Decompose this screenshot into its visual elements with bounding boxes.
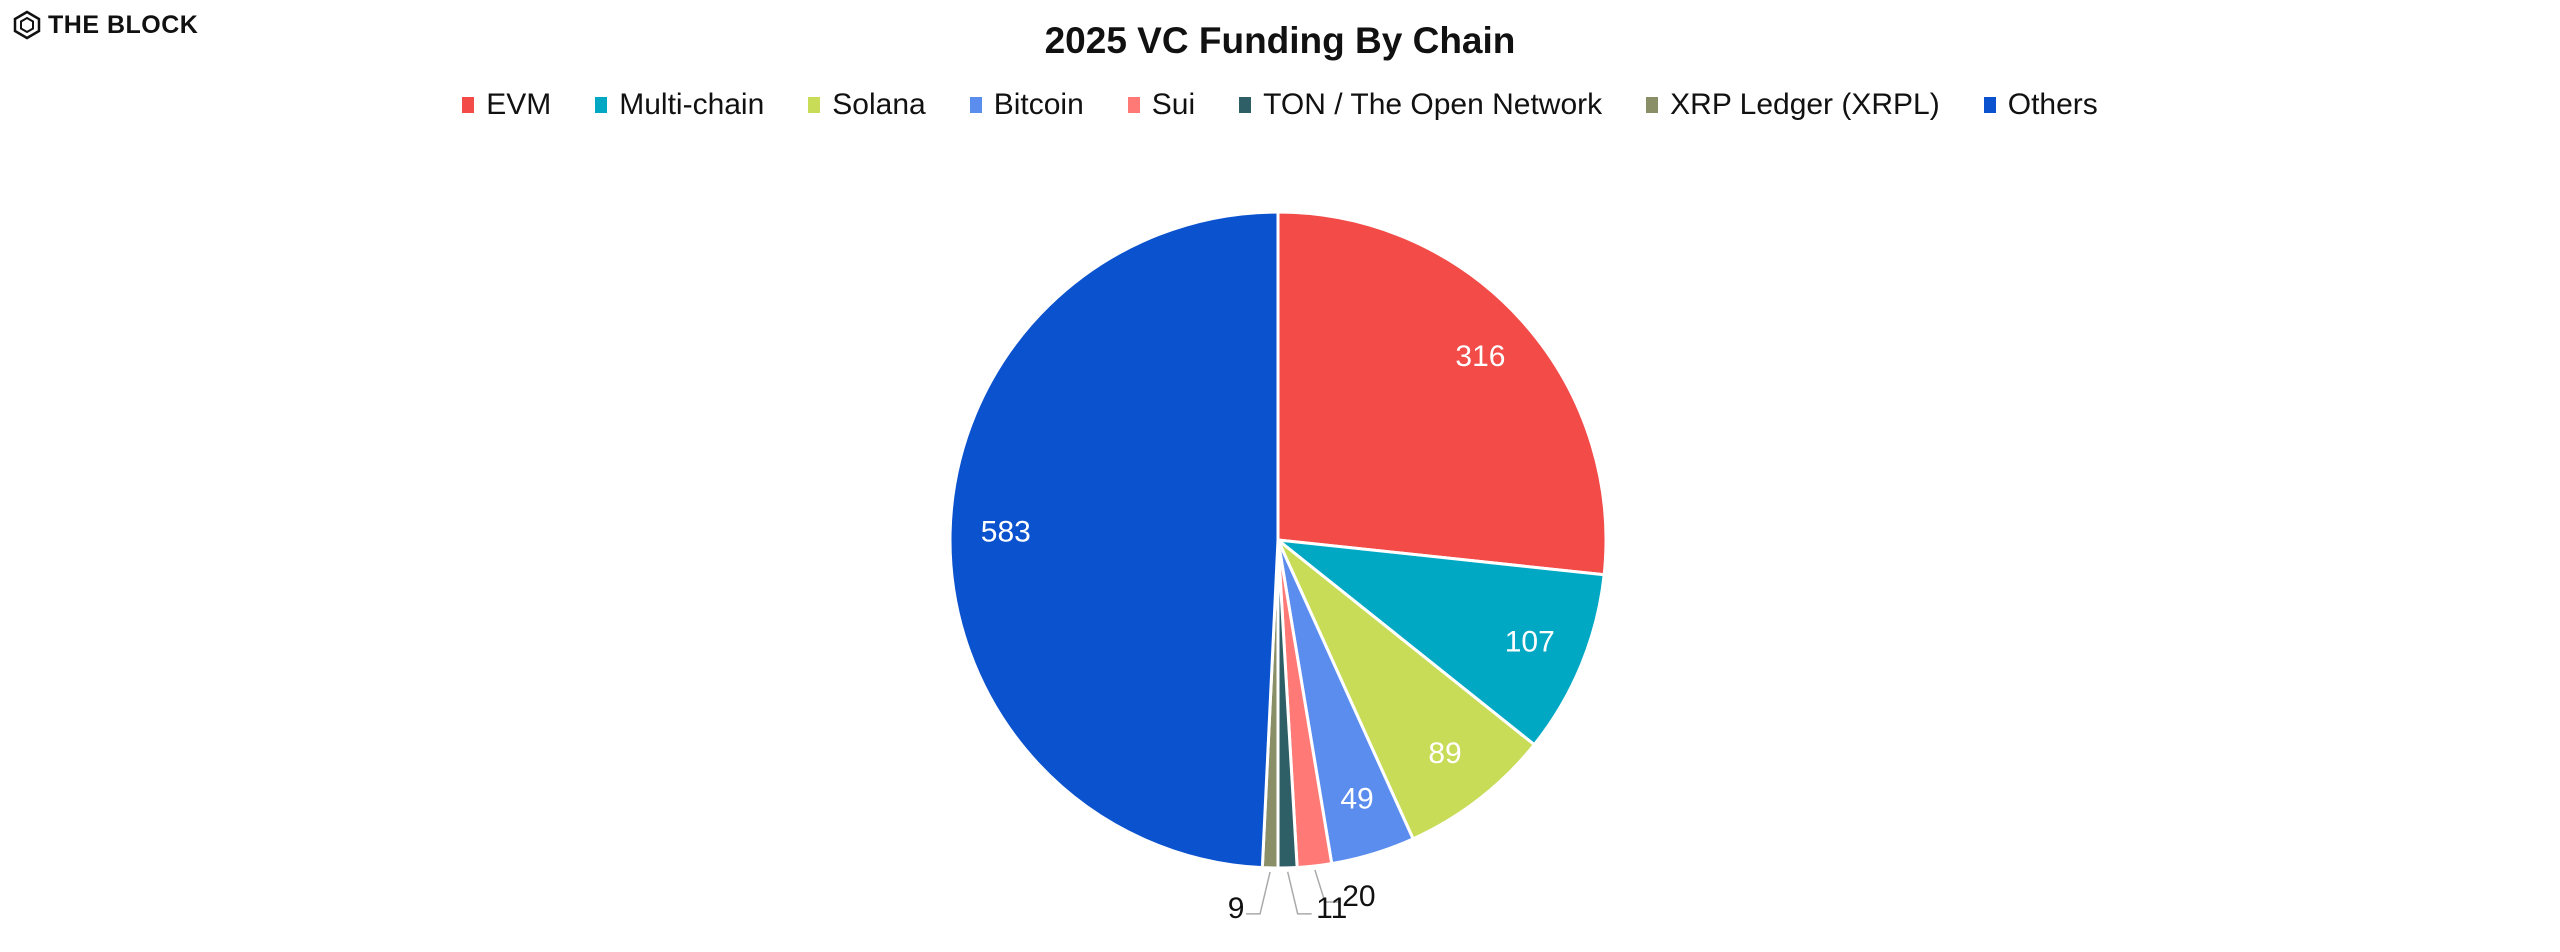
legend-swatch — [1646, 97, 1659, 113]
leader-line — [1246, 871, 1271, 915]
data-label: 11 — [1316, 892, 1347, 925]
data-label: 316 — [1455, 340, 1505, 373]
data-label: 89 — [1428, 737, 1461, 770]
legend-label: Multi-chain — [619, 88, 765, 121]
legend-swatch — [1239, 97, 1252, 113]
chart-title: 2025 VC Funding By Chain — [1044, 20, 1516, 61]
legend-item[interactable]: Others — [1983, 88, 2098, 122]
legend-item[interactable]: Solana — [808, 88, 926, 122]
leader-line — [1286, 871, 1312, 915]
legend-swatch — [462, 97, 475, 113]
legend-item[interactable]: Bitcoin — [969, 88, 1084, 122]
legend-label: EVM — [486, 88, 552, 121]
legend: EVM Multi-chain Solana Bitcoin Sui TON / The … — [0, 88, 2560, 122]
legend-swatch — [1127, 97, 1140, 113]
pie-slice-multi-chain[interactable] — [1273, 537, 1606, 747]
legend-item[interactable]: Sui — [1127, 88, 1196, 122]
legend-label: TON / The Open Network — [1263, 88, 1603, 121]
legend-item[interactable]: EVM — [462, 88, 551, 122]
legend-item[interactable]: Multi-chain — [595, 88, 764, 122]
the-block-logo: THE BLOCK — [12, 10, 198, 40]
legend-label: Sui — [1151, 88, 1196, 121]
legend-swatch — [1983, 97, 1996, 113]
legend-label: XRP Ledger (XRPL) — [1670, 88, 1940, 121]
data-label: 583 — [981, 515, 1031, 548]
legend-item[interactable]: XRP Ledger (XRPL) — [1646, 88, 1940, 122]
legend-label: Solana — [832, 88, 926, 121]
legend-item[interactable]: TON / The Open Network — [1239, 88, 1602, 122]
pie-slice-evm[interactable] — [1276, 210, 1608, 577]
leader-line — [1314, 869, 1339, 903]
legend-swatch — [969, 97, 982, 113]
data-label: 107 — [1505, 625, 1555, 658]
legend-label: Others — [2007, 88, 2098, 121]
data-label: 20 — [1342, 880, 1375, 913]
legend-swatch — [808, 97, 821, 113]
pie-slice-others[interactable] — [948, 210, 1280, 870]
cube-logo-icon — [13, 10, 41, 40]
data-label: 49 — [1340, 782, 1373, 815]
legend-label: Bitcoin — [993, 88, 1084, 121]
logo-text: THE BLOCK — [48, 10, 199, 39]
pie-slice-solana[interactable] — [1276, 538, 1537, 841]
legend-swatch — [595, 97, 608, 113]
data-label: 9 — [1228, 892, 1245, 925]
